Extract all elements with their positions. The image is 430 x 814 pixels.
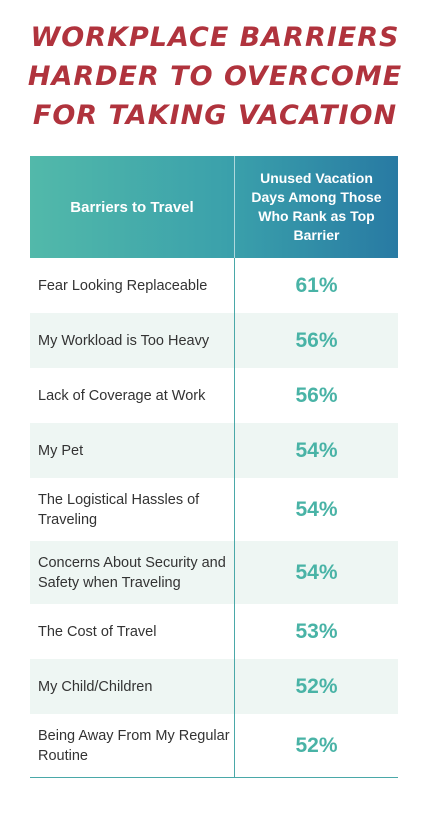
column-header-barriers: Barriers to Travel	[30, 156, 235, 258]
unused-days-value: 54%	[295, 497, 338, 521]
barrier-label: Fear Looking Replaceable	[30, 258, 235, 313]
barriers-table: Barriers to Travel Unused Vacation Days …	[30, 156, 398, 778]
unused-days-value: 56%	[295, 328, 338, 352]
barrier-label: Being Away From My Regular Routine	[30, 714, 235, 777]
title-line-1: WORKPLACE BARRIERS	[30, 22, 400, 53]
barrier-label: The Logistical Hassles of Traveling	[30, 478, 235, 541]
unused-days-value: 61%	[295, 273, 338, 297]
unused-days-value: 52%	[295, 733, 338, 757]
table-row: Fear Looking Replaceable 61%	[30, 258, 398, 313]
unused-days-value: 52%	[295, 674, 338, 698]
title-line-3: FOR TAKING VACATION	[32, 100, 398, 131]
unused-days-value: 54%	[295, 438, 338, 462]
table-row: My Workload is Too Heavy 56%	[30, 313, 398, 368]
unused-days-value: 56%	[295, 383, 338, 407]
barrier-label: The Cost of Travel	[30, 604, 235, 659]
title-line-2: HARDER TO OVERCOME	[27, 61, 403, 92]
table-row: Lack of Coverage at Work 56%	[30, 368, 398, 423]
column-header-unused-days: Unused Vacation Days Among Those Who Ran…	[251, 170, 382, 243]
unused-days-value: 53%	[295, 619, 338, 643]
chart-title: WORKPLACE BARRIERS HARDER TO OVERCOME FO…	[0, 18, 430, 135]
unused-days-value: 54%	[295, 560, 338, 584]
table-row: My Child/Children 52%	[30, 659, 398, 714]
barrier-label: My Workload is Too Heavy	[30, 313, 235, 368]
barrier-label: Concerns About Security and Safety when …	[30, 541, 235, 604]
barrier-label: My Child/Children	[30, 659, 235, 714]
table-row: Being Away From My Regular Routine 52%	[30, 714, 398, 777]
table-row: Concerns About Security and Safety when …	[30, 541, 398, 604]
barrier-label: Lack of Coverage at Work	[30, 368, 235, 423]
table-row: My Pet 54%	[30, 423, 398, 478]
barrier-label: My Pet	[30, 423, 235, 478]
table-bottom-rule	[30, 777, 398, 778]
table-body: Fear Looking Replaceable 61% My Workload i…	[30, 258, 398, 777]
table-header: Barriers to Travel Unused Vacation Days …	[30, 156, 398, 258]
table-row: The Cost of Travel 53%	[30, 604, 398, 659]
table-row: The Logistical Hassles of Traveling 54%	[30, 478, 398, 541]
